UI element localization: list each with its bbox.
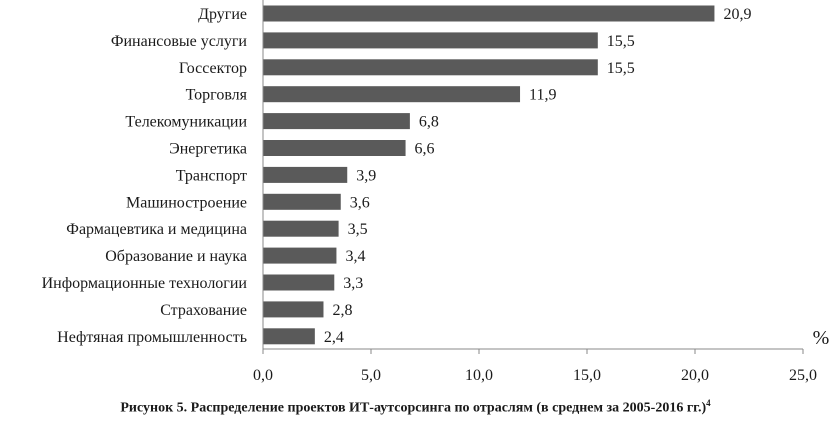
x-tick-label: 20,0 xyxy=(681,367,709,384)
value-label: 3,5 xyxy=(348,221,368,238)
bar xyxy=(263,274,335,291)
x-tick-label: 10,0 xyxy=(465,367,493,384)
category-label: Другие xyxy=(198,6,247,23)
bar xyxy=(263,247,337,264)
bars-group xyxy=(263,5,715,345)
category-label: Страхование xyxy=(160,302,247,319)
category-label: Госсектор xyxy=(179,60,247,77)
bar xyxy=(263,166,348,183)
bar xyxy=(263,86,521,103)
category-label: Образование и наука xyxy=(105,248,247,265)
value-label: 2,4 xyxy=(324,329,344,346)
category-label: Фармацевтика и медицина xyxy=(66,221,247,238)
category-label: Транспорт xyxy=(176,167,247,184)
figure-caption: Рисунок 5. Распределение проектов ИТ-аут… xyxy=(0,398,831,417)
x-tick-label: 25,0 xyxy=(789,367,817,384)
value-label: 20,9 xyxy=(723,6,751,23)
value-label: 2,8 xyxy=(332,302,352,319)
value-label: 3,6 xyxy=(350,194,370,211)
x-axis: 0,0 5,0 10,0 15,0 20,0 25,0% xyxy=(253,0,829,384)
category-label: Машиностроение xyxy=(126,194,247,211)
bar xyxy=(263,220,339,237)
value-label: 3,3 xyxy=(343,275,363,292)
bar xyxy=(263,193,341,210)
labels-group: Другие 20,9 Финансовые услуги 15,5 Госсектор… xyxy=(42,6,752,346)
bar xyxy=(263,328,315,345)
caption-footnote: 4 xyxy=(706,398,711,408)
caption-text: Рисунок 5. Распределение проектов ИТ-аут… xyxy=(120,400,707,416)
value-label: 6,6 xyxy=(415,141,435,158)
category-label: Торговля xyxy=(186,87,248,104)
x-axis-unit-label: % xyxy=(813,327,830,349)
bar xyxy=(263,113,410,130)
value-label: 3,4 xyxy=(345,248,365,265)
bar xyxy=(263,32,598,49)
x-tick-label: 5,0 xyxy=(361,367,381,384)
category-label: Информационные технологии xyxy=(42,275,248,292)
value-label: 3,9 xyxy=(356,167,376,184)
value-label: 15,5 xyxy=(607,33,635,50)
bar xyxy=(263,140,406,156)
category-label: Финансовые услуги xyxy=(111,33,248,50)
bar xyxy=(263,5,715,22)
category-label: Энергетика xyxy=(169,141,247,158)
category-label: Телекомуникации xyxy=(125,114,247,131)
value-label: 6,8 xyxy=(419,114,439,131)
bar xyxy=(263,301,324,318)
x-tick-label: 15,0 xyxy=(573,367,601,384)
x-tick-label: 0,0 xyxy=(253,367,273,384)
category-label: Нефтяная промышленность xyxy=(57,329,247,346)
value-label: 11,9 xyxy=(529,87,556,104)
value-label: 15,5 xyxy=(607,60,635,77)
bar xyxy=(263,59,598,76)
bar-chart: 0,0 5,0 10,0 15,0 20,0 25,0% Другие 20,9 Финанс… xyxy=(42,0,829,384)
